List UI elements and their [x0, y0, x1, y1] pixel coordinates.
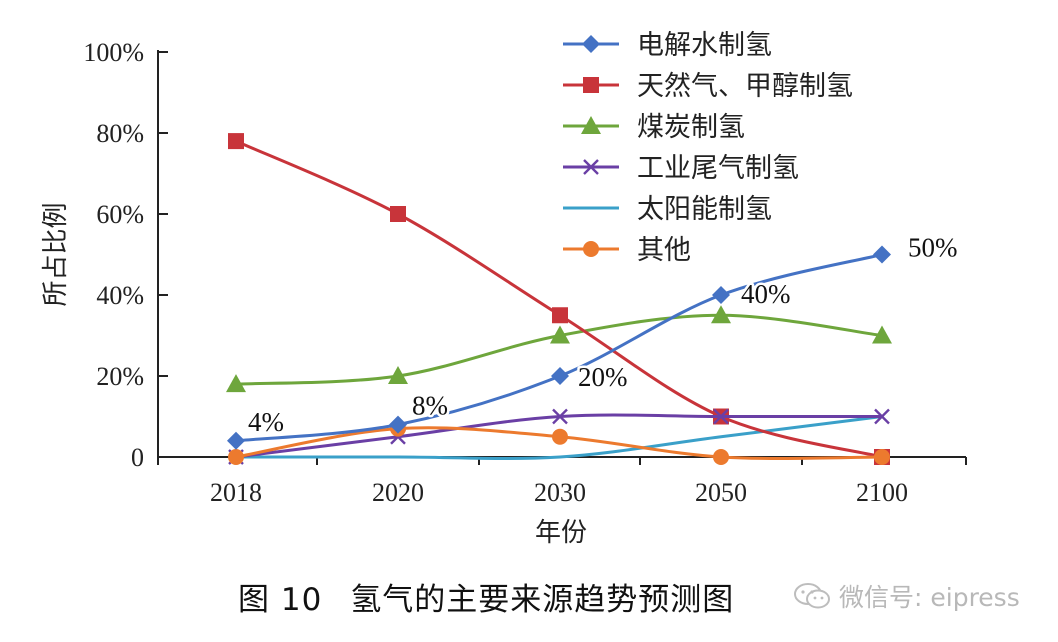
legend-marker: [583, 159, 599, 175]
data-point: [874, 408, 890, 425]
legend-label: 太阳能制氢: [637, 194, 772, 225]
legend-marker: [582, 35, 600, 53]
data-label: 4%: [248, 407, 284, 437]
legend-label: 天然气、甲醇制氢: [637, 71, 853, 102]
data-point: [227, 431, 245, 450]
y-axis-title: 所占比例: [41, 202, 71, 306]
data-point: [552, 307, 568, 324]
x-tick-label: 2030: [534, 478, 586, 507]
y-tick-label: 60%: [96, 200, 144, 229]
y-tick-label: 0: [131, 443, 144, 472]
data-point: [713, 449, 729, 465]
series-layer: [226, 133, 892, 465]
legend-label: 电解水制氢: [637, 30, 772, 61]
series-0: [227, 245, 891, 450]
data-label: 40%: [741, 279, 791, 309]
chart-svg: 0 20% 40% 60% 80% 100% 2018 2020 2030 2050 2100 所占比…: [41, 30, 967, 548]
data-point: [550, 325, 570, 344]
legend-item: 工业尾气制氢: [563, 153, 799, 184]
x-tick-label: 2050: [695, 478, 747, 507]
data-point: [552, 408, 568, 425]
data-point: [872, 325, 892, 344]
y-tick-label: 100%: [83, 38, 144, 67]
data-label: 8%: [412, 391, 448, 421]
y-tick-label: 40%: [96, 281, 144, 310]
series-2: [226, 305, 892, 393]
data-point: [713, 408, 729, 425]
data-point: [711, 305, 731, 324]
data-point: [551, 367, 569, 385]
series-line: [235, 415, 883, 460]
data-point: [712, 286, 730, 304]
data-point: [388, 366, 408, 384]
figure-caption: 图 10 氢气的主要来源趋势预测图: [238, 574, 734, 619]
data-point: [228, 133, 244, 150]
data-label: 20%: [578, 362, 628, 392]
data-point: [389, 415, 407, 434]
legend-item: 其他: [563, 235, 691, 266]
legend-label: 工业尾气制氢: [637, 153, 799, 184]
data-point: [226, 374, 246, 393]
data-point: [873, 245, 891, 264]
legend-marker: [581, 116, 601, 134]
legend-marker: [583, 77, 599, 93]
caption-number: 图 10: [238, 582, 323, 618]
watermark-text: 微信号: eipress: [839, 583, 1020, 612]
legend-label: 其他: [637, 235, 691, 266]
data-point: [228, 449, 244, 465]
data-label: 50%: [908, 233, 958, 263]
y-tick-label: 20%: [96, 362, 144, 391]
data-point: [552, 428, 568, 445]
data-point: [390, 206, 406, 222]
x-tick-label: 2020: [372, 478, 424, 507]
legend-item: 太阳能制氢: [563, 194, 772, 225]
legend-label: 煤炭制氢: [637, 112, 745, 143]
x-tick-label: 2018: [210, 478, 262, 507]
axes: 0 20% 40% 60% 80% 100% 2018 2020 2030 2050 2100 所占比…: [41, 38, 967, 548]
y-tick-label: 80%: [96, 119, 144, 148]
data-point: [874, 449, 890, 465]
annotations-layer: 4% 8% 20% 40% 50%: [246, 230, 961, 439]
wechat-icon: [794, 583, 830, 609]
series-4: [235, 415, 883, 460]
caption-title: 氢气的主要来源趋势预测图: [350, 582, 735, 618]
x-tick-label: 2100: [856, 478, 908, 507]
legend-item: 天然气、甲醇制氢: [563, 71, 853, 102]
x-axis-title: 年份: [535, 518, 587, 548]
legend-item: 煤炭制氢: [563, 112, 745, 143]
watermark: 微信号: eipress: [793, 578, 1020, 614]
legend-item: 电解水制氢: [563, 30, 772, 61]
legend-marker: [583, 241, 599, 257]
